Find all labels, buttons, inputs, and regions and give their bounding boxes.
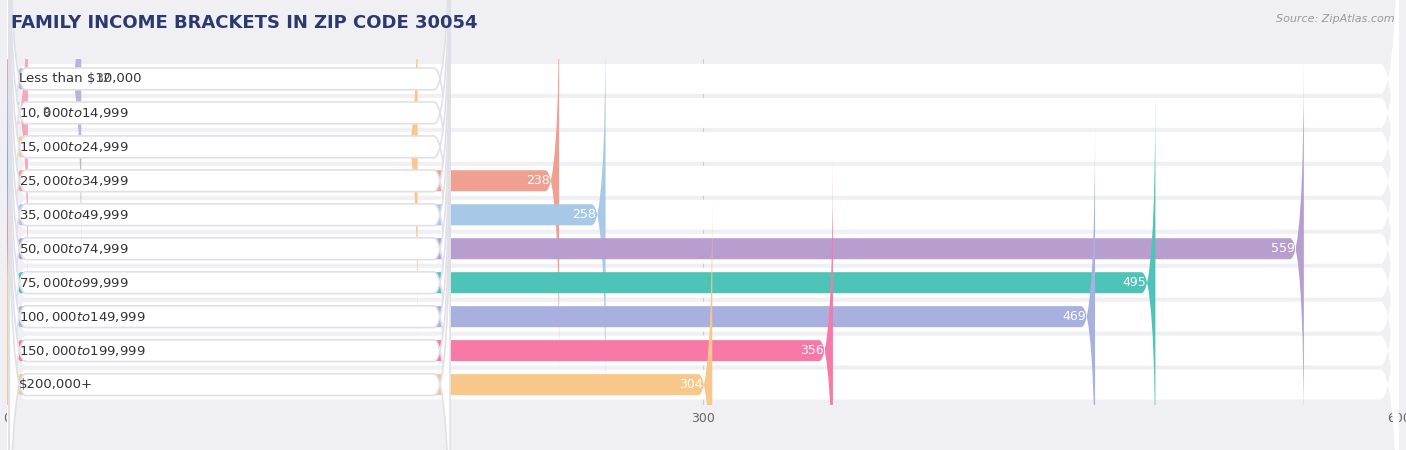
Text: 495: 495 [1122,276,1146,289]
Text: $10,000 to $14,999: $10,000 to $14,999 [18,106,128,120]
FancyBboxPatch shape [7,123,1095,450]
Text: $75,000 to $99,999: $75,000 to $99,999 [18,276,128,290]
FancyBboxPatch shape [10,158,450,450]
FancyBboxPatch shape [10,22,450,450]
FancyBboxPatch shape [7,0,1399,404]
Text: FAMILY INCOME BRACKETS IN ZIP CODE 30054: FAMILY INCOME BRACKETS IN ZIP CODE 30054 [11,14,478,32]
FancyBboxPatch shape [7,0,1399,336]
Text: 559: 559 [1271,242,1295,255]
Text: Less than $10,000: Less than $10,000 [18,72,141,86]
Text: 356: 356 [800,344,824,357]
FancyBboxPatch shape [10,0,450,374]
Text: 469: 469 [1062,310,1085,323]
FancyBboxPatch shape [7,0,418,340]
FancyBboxPatch shape [7,0,1399,450]
FancyBboxPatch shape [10,124,450,450]
Text: $150,000 to $199,999: $150,000 to $199,999 [18,344,145,358]
Text: $35,000 to $49,999: $35,000 to $49,999 [18,208,128,222]
FancyBboxPatch shape [7,128,1399,450]
Text: 304: 304 [679,378,703,391]
FancyBboxPatch shape [7,90,1156,450]
FancyBboxPatch shape [7,26,1399,450]
FancyBboxPatch shape [10,0,450,408]
Text: $15,000 to $24,999: $15,000 to $24,999 [18,140,128,154]
Text: Source: ZipAtlas.com: Source: ZipAtlas.com [1277,14,1395,23]
Text: 32: 32 [96,72,111,86]
FancyBboxPatch shape [10,0,450,306]
FancyBboxPatch shape [10,56,450,450]
Text: 177: 177 [384,140,408,153]
FancyBboxPatch shape [7,0,560,374]
FancyBboxPatch shape [7,158,832,450]
FancyBboxPatch shape [10,90,450,450]
Text: $50,000 to $74,999: $50,000 to $74,999 [18,242,128,256]
Text: $25,000 to $34,999: $25,000 to $34,999 [18,174,128,188]
FancyBboxPatch shape [10,0,450,340]
FancyBboxPatch shape [7,191,713,450]
Text: 258: 258 [572,208,596,221]
FancyBboxPatch shape [7,0,1399,450]
FancyBboxPatch shape [7,0,1399,369]
FancyBboxPatch shape [7,0,1399,437]
Text: 238: 238 [526,174,550,187]
FancyBboxPatch shape [7,22,606,408]
FancyBboxPatch shape [7,0,28,306]
FancyBboxPatch shape [7,94,1399,450]
Text: $100,000 to $149,999: $100,000 to $149,999 [18,310,145,324]
Text: $200,000+: $200,000+ [18,378,93,391]
FancyBboxPatch shape [10,0,450,442]
Text: 9: 9 [42,106,49,119]
FancyBboxPatch shape [7,60,1399,450]
FancyBboxPatch shape [7,0,82,272]
FancyBboxPatch shape [7,55,1303,442]
